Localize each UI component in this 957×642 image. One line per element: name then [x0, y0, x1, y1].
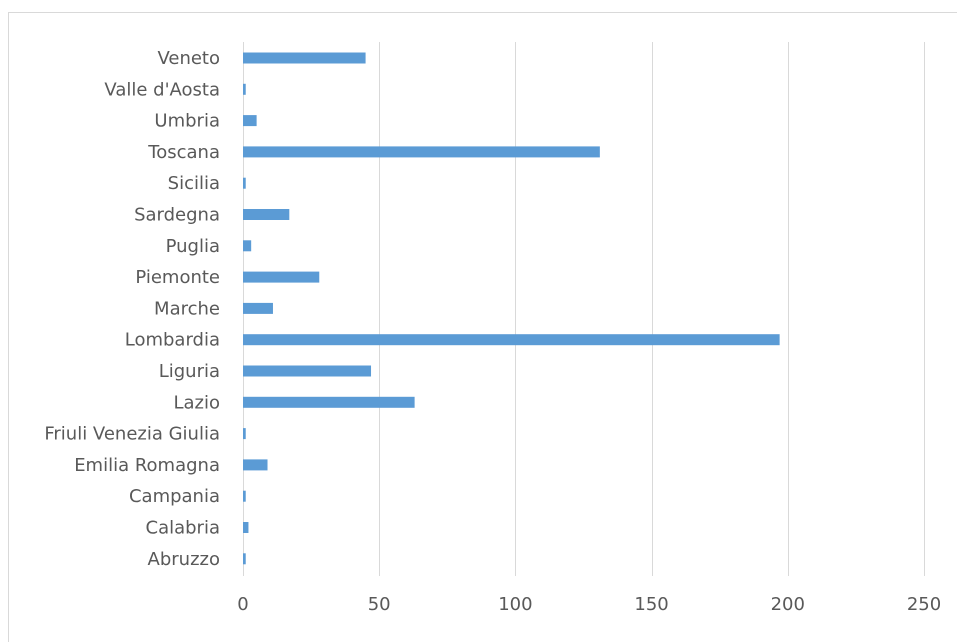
- category-label-sicilia: Sicilia: [168, 173, 220, 194]
- category-label-marche: Marche: [154, 298, 220, 319]
- x-tick-label: 50: [368, 594, 391, 615]
- bars: [243, 52, 780, 565]
- bar-piemonte: [243, 271, 320, 283]
- category-label-veneto: Veneto: [157, 48, 220, 69]
- x-tick-label: 0: [237, 594, 248, 615]
- category-label-friuli-venezia-giulia: Friuli Venezia Giulia: [44, 424, 220, 445]
- category-label-lombardia: Lombardia: [125, 330, 220, 351]
- gridlines: [243, 42, 925, 576]
- x-tick-label: 100: [498, 594, 532, 615]
- bar-calabria: [243, 522, 249, 533]
- bar-lombardia: [243, 334, 780, 346]
- bar-sicilia: [243, 177, 246, 189]
- x-tick-label: 150: [634, 594, 668, 615]
- bar-marche: [243, 302, 273, 314]
- category-label-umbria: Umbria: [154, 111, 220, 132]
- bar-puglia: [243, 240, 252, 252]
- category-label-abruzzo: Abruzzo: [148, 549, 220, 570]
- bar-campania: [243, 490, 246, 502]
- bar-liguria: [243, 365, 372, 377]
- category-label-calabria: Calabria: [146, 518, 221, 539]
- bar-friuli-venezia-giulia: [243, 428, 246, 440]
- category-label-emilia-romagna: Emilia Romagna: [74, 455, 220, 476]
- category-label-piemonte: Piemonte: [135, 267, 220, 288]
- bar-umbria: [243, 115, 257, 127]
- x-tick-label: 200: [771, 594, 805, 615]
- chart-border: [8, 12, 957, 642]
- category-label-liguria: Liguria: [159, 361, 220, 382]
- bar-emilia-romagna: [243, 459, 268, 471]
- category-label-campania: Campania: [129, 486, 220, 507]
- bar-veneto: [243, 52, 366, 64]
- category-label-valle-d-aosta: Valle d'Aosta: [104, 79, 220, 100]
- bar-sardegna: [243, 209, 290, 220]
- category-labels: Veneto Valle d'Aosta Umbria Toscana Sicilia S…: [44, 48, 220, 570]
- bar-abruzzo: [243, 553, 246, 565]
- category-label-puglia: Puglia: [166, 236, 220, 257]
- bar-toscana: [243, 146, 600, 158]
- bar-valle-d-aosta: [243, 83, 246, 95]
- bar-lazio: [243, 396, 415, 408]
- category-label-lazio: Lazio: [173, 392, 220, 413]
- category-label-sardegna: Sardegna: [134, 205, 220, 226]
- category-label-toscana: Toscana: [147, 142, 220, 163]
- x-tick-label: 250: [907, 594, 941, 615]
- x-tick-labels: 0 50 100 150 200 250: [237, 594, 941, 615]
